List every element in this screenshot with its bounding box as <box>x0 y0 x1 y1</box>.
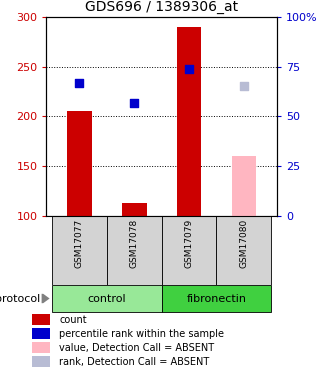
Text: GSM17077: GSM17077 <box>75 219 84 268</box>
Title: GDS696 / 1389306_at: GDS696 / 1389306_at <box>85 0 238 15</box>
Bar <box>32 328 50 339</box>
Text: value, Detection Call = ABSENT: value, Detection Call = ABSENT <box>59 342 214 352</box>
Text: GSM17078: GSM17078 <box>130 219 139 268</box>
Text: count: count <box>59 315 87 324</box>
Point <box>187 66 192 72</box>
Bar <box>32 356 50 367</box>
Bar <box>177 27 201 216</box>
Bar <box>52 285 162 312</box>
Text: GSM17079: GSM17079 <box>185 219 194 268</box>
Bar <box>162 285 271 312</box>
Bar <box>122 203 147 216</box>
Bar <box>52 216 107 285</box>
Point <box>132 100 137 106</box>
Text: fibronectin: fibronectin <box>187 294 246 303</box>
Text: protocol: protocol <box>0 294 40 303</box>
Text: rank, Detection Call = ABSENT: rank, Detection Call = ABSENT <box>59 357 210 366</box>
Bar <box>216 216 271 285</box>
Text: percentile rank within the sample: percentile rank within the sample <box>59 328 224 339</box>
Bar <box>162 216 216 285</box>
Point <box>77 81 82 87</box>
Bar <box>32 342 50 353</box>
Bar <box>232 156 256 216</box>
Text: control: control <box>87 294 126 303</box>
Bar <box>67 111 92 216</box>
Text: GSM17080: GSM17080 <box>239 219 248 268</box>
Point <box>241 84 246 90</box>
Bar <box>32 314 50 325</box>
Bar <box>107 216 162 285</box>
